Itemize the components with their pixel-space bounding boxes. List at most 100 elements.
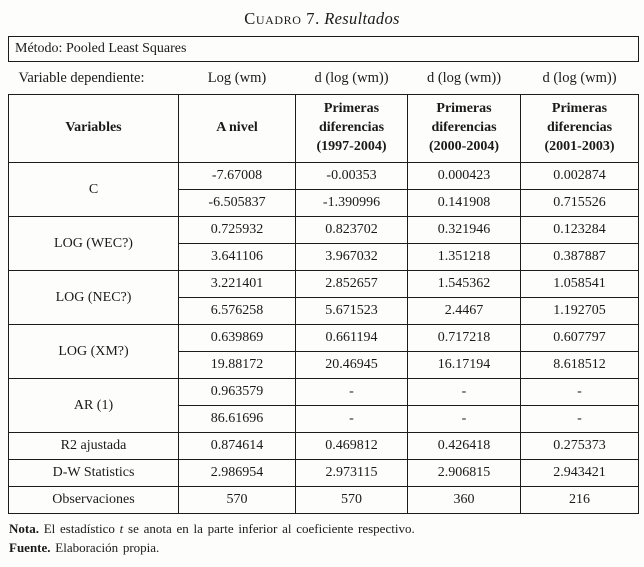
- coef-cell: 0.661194: [295, 324, 408, 352]
- table-row: AR (1) 0.963579 - - -: [8, 378, 640, 433]
- tstat-cell: 1.351218: [407, 243, 521, 271]
- period-header-2-name: Primeras diferencias: [431, 101, 497, 136]
- note-text-rest: se anota en la parte inferior al coefici…: [128, 521, 415, 536]
- tstat-cell: 0.715526: [519, 189, 640, 217]
- dependent-variable-row: Variable dependiente: Log (wm) d (log (w…: [8, 61, 639, 95]
- level-header: A nivel: [178, 94, 296, 163]
- tstat-cell: 16.17194: [407, 351, 521, 379]
- coef-cell: 0.725932: [178, 216, 296, 244]
- table-row: D-W Statistics 2.986954 2.973115 2.90681…: [8, 459, 640, 487]
- coef-cell: 1.545362: [407, 270, 521, 298]
- tstat-cell: 8.618512: [519, 351, 640, 379]
- coef-cell: 0.639869: [178, 324, 296, 352]
- tstat-cell: 19.88172: [178, 351, 296, 379]
- stat-cell: 2.986954: [178, 459, 296, 487]
- stat-cell: 0.469812: [295, 432, 408, 460]
- coef-cell: 0.000423: [407, 162, 521, 190]
- table-row: -6.505837 -1.390996 0.141908 0.715526: [9, 189, 640, 217]
- tstat-cell: -: [407, 405, 521, 433]
- period-header-2: Primeras diferencias (2000-2004): [407, 94, 521, 163]
- tstat-cell: -: [519, 405, 640, 433]
- stat-cell: 0.275373: [519, 432, 640, 460]
- variable-label-c: C: [8, 162, 179, 217]
- stat-cell: 0.426418: [407, 432, 521, 460]
- variable-label-xm: LOG (XM?): [8, 324, 179, 379]
- tstat-cell: 5.671523: [295, 297, 408, 325]
- coef-cell: 0.321946: [407, 216, 521, 244]
- variables-header: Variables: [8, 94, 179, 163]
- note-keyword: Nota.: [9, 521, 39, 536]
- stat-cell: 2.973115: [295, 459, 408, 487]
- coef-cell: -: [295, 378, 408, 406]
- tstat-cell: -: [295, 405, 408, 433]
- coef-cell: 0.823702: [295, 216, 408, 244]
- stat-cell: 2.943421: [519, 459, 640, 487]
- coef-cell: -: [519, 378, 640, 406]
- stat-cell: 570: [295, 486, 408, 514]
- tstat-cell: 2.4467: [407, 297, 521, 325]
- period-header-2-range: (2000-2004): [429, 138, 499, 154]
- table-row: LOG (NEC?) 3.221401 2.852657 1.545362 1.…: [8, 270, 640, 325]
- stat-cell: 360: [407, 486, 521, 514]
- tstat-cell: -1.390996: [295, 189, 408, 217]
- coef-cell: -7.67008: [178, 162, 296, 190]
- document-page: Cuadro 7. Resultados Método: Pooled Leas…: [0, 9, 644, 567]
- variable-label-ar1: AR (1): [8, 378, 179, 433]
- results-table: Método: Pooled Least Squares Variable de…: [7, 36, 640, 514]
- tstat-cell: 1.192705: [519, 297, 640, 325]
- table-row: 6.576258 5.671523 2.4467 1.192705: [9, 297, 640, 325]
- tstat-cell: 20.46945: [295, 351, 408, 379]
- tstat-cell: 3.641106: [178, 243, 296, 271]
- column-header-row: Variables A nivel Primeras diferencias (…: [8, 94, 640, 163]
- dependent-variable-label: Variable dependiente:: [8, 61, 179, 95]
- coef-cell: 0.963579: [178, 378, 296, 406]
- stat-label-r2: R2 ajustada: [8, 432, 179, 460]
- tstat-cell: 0.387887: [519, 243, 640, 271]
- tstat-cell: 0.141908: [407, 189, 521, 217]
- method-cell: Método: Pooled Least Squares: [7, 36, 640, 62]
- method-row: Método: Pooled Least Squares: [7, 36, 640, 62]
- period-header-1-name: Primeras diferencias: [318, 101, 385, 136]
- variable-label-nec: LOG (NEC?): [8, 270, 179, 325]
- tstat-cell: 6.576258: [178, 297, 296, 325]
- table-title-number: Cuadro 7.: [244, 9, 320, 28]
- coef-cell: 1.058541: [519, 270, 640, 298]
- table-row: 19.88172 20.46945 16.17194 8.618512: [9, 351, 640, 379]
- coef-cell: -: [407, 378, 521, 406]
- note-line: Nota. El estadístico t se anota en la pa…: [9, 520, 644, 539]
- table-row: 3.641106 3.967032 1.351218 0.387887: [9, 243, 640, 271]
- stat-cell: 0.874614: [178, 432, 296, 460]
- variable-label-wec: LOG (WEC?): [8, 216, 179, 271]
- coef-cell: 0.002874: [519, 162, 640, 190]
- coef-cell: 0.717218: [407, 324, 521, 352]
- tstat-cell: -6.505837: [178, 189, 296, 217]
- period-header-1-range: (1997-2004): [316, 138, 387, 154]
- depvar-col-3: d (log (wm)): [407, 61, 521, 95]
- source-keyword: Fuente.: [9, 539, 51, 555]
- table-row: R2 ajustada 0.874614 0.469812 0.426418 0…: [8, 432, 640, 460]
- note-italic-t: t: [119, 521, 124, 536]
- depvar-col-1: Log (wm): [178, 61, 296, 95]
- table-title-text: Resultados: [324, 9, 400, 28]
- depvar-col-2: d (log (wm)): [295, 61, 408, 95]
- note-text: El estadístico: [43, 521, 115, 536]
- tstat-cell: 86.61696: [178, 405, 296, 433]
- stat-label-dw: D-W Statistics: [8, 459, 179, 487]
- period-header-1: Primeras diferencias (1997-2004): [295, 94, 408, 163]
- table-row: Observaciones 570 570 360 216: [8, 486, 640, 514]
- table-row: LOG (WEC?) 0.725932 0.823702 0.321946 0.…: [8, 216, 640, 271]
- stat-cell: 216: [519, 486, 640, 514]
- period-header-3: Primeras diferencias (2001-2003): [519, 94, 640, 163]
- tstat-cell: 3.967032: [295, 243, 408, 271]
- depvar-col-4: d (log (wm)): [520, 61, 639, 95]
- table-title: Cuadro 7. Resultados: [0, 9, 644, 29]
- source-line: Fuente. Elaboración propia.: [9, 539, 644, 558]
- table-row: C -7.67008 -0.00353 0.000423 0.002874: [8, 162, 640, 217]
- table-row: LOG (XM?) 0.639869 0.661194 0.717218 0.6…: [8, 324, 640, 379]
- coef-cell: 3.221401: [178, 270, 296, 298]
- stat-label-obs: Observaciones: [8, 486, 179, 514]
- source-text: Elaboración propia.: [55, 539, 160, 555]
- coef-cell: 0.123284: [519, 216, 640, 244]
- stat-cell: 2.906815: [407, 459, 521, 487]
- table-row: 86.61696 - - -: [9, 405, 640, 433]
